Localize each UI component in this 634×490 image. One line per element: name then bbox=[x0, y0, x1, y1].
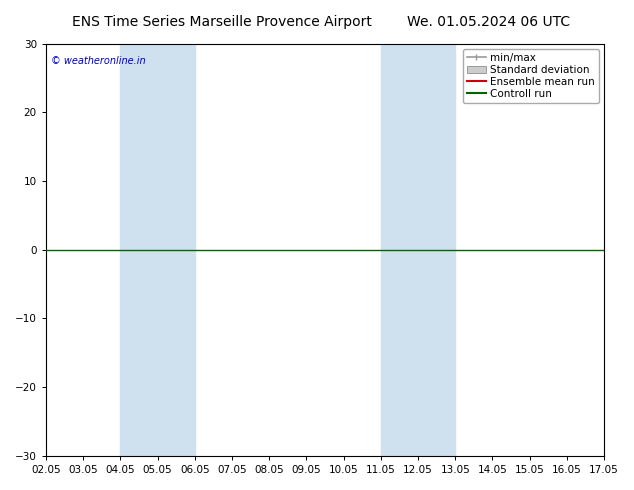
Text: ENS Time Series Marseille Provence Airport: ENS Time Series Marseille Provence Airpo… bbox=[72, 15, 372, 29]
Text: We. 01.05.2024 06 UTC: We. 01.05.2024 06 UTC bbox=[406, 15, 570, 29]
Bar bbox=[120, 44, 195, 456]
Bar bbox=[381, 44, 455, 456]
Text: © weatheronline.in: © weatheronline.in bbox=[51, 56, 146, 66]
Legend: min/max, Standard deviation, Ensemble mean run, Controll run: min/max, Standard deviation, Ensemble me… bbox=[463, 49, 599, 103]
